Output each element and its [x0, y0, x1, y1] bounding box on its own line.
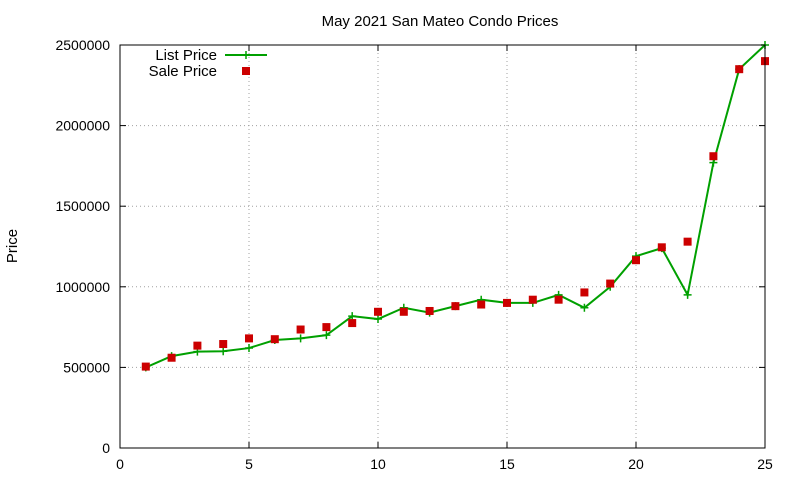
data-point-square: [245, 334, 253, 343]
data-point-plus: [580, 303, 589, 312]
x-tick-label: 5: [245, 456, 253, 472]
x-tick-label: 25: [757, 456, 773, 472]
axis-tick-labels: 0 5 10 15 20 25 0 500000 1000000 1500000 2000000 25…: [55, 37, 773, 472]
grid: [120, 45, 765, 448]
y-tick-label: 0: [102, 440, 110, 456]
chart-title: May 2021 San Mateo Condo Prices: [322, 13, 559, 30]
legend-plus-swatch: [242, 51, 250, 59]
axis-ticks: [119, 44, 766, 449]
y-tick-label: 2500000: [55, 37, 110, 53]
data-point-plus: [219, 347, 228, 356]
data-point-plus: [322, 331, 331, 340]
data-point-square: [632, 256, 640, 265]
legend-entry: List Price: [155, 47, 267, 64]
legend-entry: Sale Price: [149, 63, 250, 80]
legend-label: List Price: [155, 47, 217, 64]
data-point-square: [683, 237, 692, 246]
data-series: [141, 41, 769, 372]
data-point-square: [219, 340, 228, 349]
legend-square-swatch: [242, 67, 250, 75]
data-point-square: [270, 335, 279, 344]
data-point-plus: [374, 315, 382, 324]
y-tick-label: 1500000: [55, 198, 110, 214]
x-tick-label: 15: [499, 456, 515, 472]
y-axis-label: Price: [4, 229, 21, 263]
data-point-square: [606, 279, 615, 288]
data-point-plus: [296, 334, 305, 343]
data-point-square: [528, 295, 537, 304]
data-point-square: [167, 353, 176, 362]
series-list-price: [141, 41, 769, 372]
x-tick-label: 20: [628, 456, 644, 472]
plot-frame: [119, 44, 766, 449]
y-tick-label: 1000000: [55, 279, 110, 295]
x-tick-label: 0: [116, 456, 124, 472]
data-point-square: [503, 298, 511, 307]
data-point-square: [451, 302, 460, 311]
data-point-square: [193, 341, 202, 350]
data-point-square: [322, 323, 331, 332]
data-point-square: [735, 65, 744, 74]
series-sale-price: [141, 57, 769, 371]
data-point-plus: [348, 312, 357, 321]
x-tick-label: 10: [370, 456, 386, 472]
data-point-square: [296, 325, 305, 334]
data-point-square: [657, 243, 666, 252]
legend-label: Sale Price: [149, 63, 217, 80]
data-point-plus: [683, 290, 692, 299]
data-point-square: [141, 362, 150, 371]
data-point-square: [425, 306, 434, 315]
data-point-square: [348, 319, 357, 328]
data-point-square: [399, 307, 408, 316]
data-point-square: [477, 300, 486, 309]
data-point-square: [709, 152, 718, 161]
data-point-square: [374, 307, 382, 316]
data-point-square: [554, 295, 563, 304]
data-point-square: [580, 288, 589, 297]
y-tick-label: 500000: [63, 359, 110, 375]
y-tick-label: 2000000: [55, 118, 110, 134]
data-point-plus: [245, 344, 253, 353]
